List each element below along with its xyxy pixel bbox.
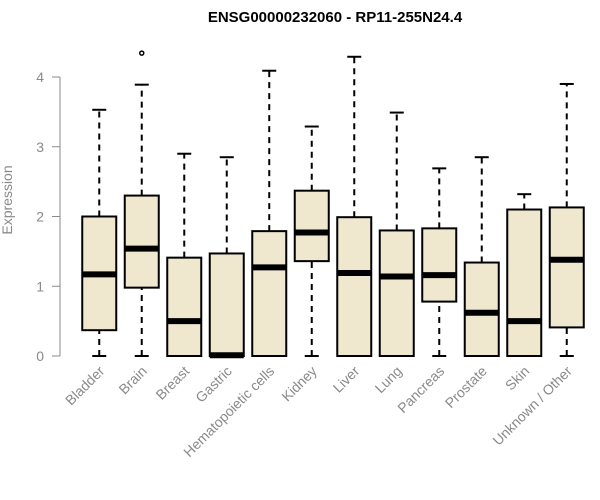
x-tick-label: Unknown / Other xyxy=(489,363,575,449)
box-skin xyxy=(506,193,543,357)
x-tick-label: Pancreas xyxy=(394,363,447,416)
y-axis-label: Expression xyxy=(0,165,15,234)
x-tick-label: Bladder xyxy=(62,363,108,409)
iqr-box xyxy=(166,256,203,357)
y-axis-ticks: 0 1 2 3 4 xyxy=(36,69,60,364)
y-tick-label: 4 xyxy=(36,69,44,85)
iqr-box xyxy=(421,227,458,303)
x-tick-label: Kidney xyxy=(278,363,320,405)
iqr-box xyxy=(463,261,500,357)
x-tick-label: Liver xyxy=(330,363,363,396)
y-tick-label: 0 xyxy=(36,348,44,364)
x-tick-label: Lung xyxy=(372,363,405,396)
iqr-box xyxy=(208,252,245,357)
iqr-box xyxy=(378,229,415,357)
x-tick-label: Breast xyxy=(152,363,192,403)
iqr-box xyxy=(123,194,160,289)
boxes-group xyxy=(81,50,585,359)
outlier-point xyxy=(139,50,145,56)
box-liver xyxy=(336,55,373,357)
chart-title: ENSG00000232060 - RP11-255N24.4 xyxy=(208,9,463,26)
x-tick-label: Brain xyxy=(115,363,149,397)
y-tick-label: 3 xyxy=(36,139,44,155)
box-unknown-other xyxy=(548,82,585,357)
box-pancreas xyxy=(421,167,458,357)
iqr-box xyxy=(293,189,330,263)
y-tick-label: 1 xyxy=(36,278,44,294)
box-lung xyxy=(378,111,415,357)
iqr-box xyxy=(548,206,585,329)
iqr-box xyxy=(336,216,373,357)
y-tick-label: 2 xyxy=(36,209,44,225)
iqr-box xyxy=(506,208,543,357)
box-gastric xyxy=(208,156,245,359)
box-bladder xyxy=(81,108,118,357)
box-brain xyxy=(123,50,160,357)
box-breast xyxy=(166,152,203,357)
x-tick-label: Prostate xyxy=(442,363,490,411)
box-hematopoietic-cells xyxy=(251,69,288,358)
box-kidney xyxy=(293,125,330,357)
box-prostate xyxy=(463,156,500,357)
iqr-box xyxy=(251,230,288,358)
x-tick-label: Skin xyxy=(502,363,533,394)
